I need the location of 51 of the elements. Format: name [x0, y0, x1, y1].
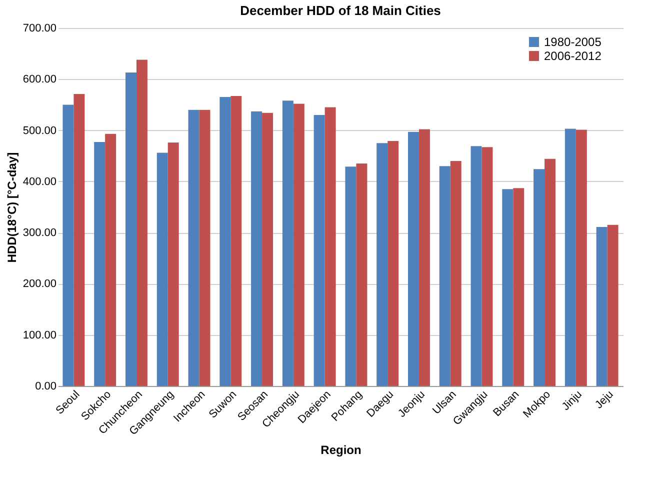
- bar: [450, 160, 462, 386]
- bar: [251, 111, 262, 386]
- bar: [408, 132, 419, 386]
- bar: [220, 97, 231, 386]
- bar: [74, 94, 85, 386]
- bar: [513, 188, 524, 386]
- bar: [564, 128, 576, 386]
- bar: [418, 129, 430, 386]
- x-tick-label: Jinju: [560, 388, 584, 413]
- bar: [607, 224, 618, 386]
- y-tick-label: 300.00: [22, 227, 56, 240]
- bar: [596, 226, 608, 386]
- bar: [168, 142, 179, 386]
- x-axis-title: Region: [320, 442, 362, 457]
- bar: [293, 104, 304, 386]
- chart-title: December HDD of 18 Main Cities: [240, 3, 441, 18]
- bar: [188, 110, 200, 386]
- bar: [94, 142, 106, 386]
- bar: [470, 146, 482, 386]
- bar: [262, 112, 274, 386]
- bar: [576, 130, 587, 386]
- y-tick-label: 200.00: [22, 278, 56, 290]
- bar: [230, 96, 242, 386]
- legend-label: 1980-2005: [544, 35, 602, 49]
- bar: [282, 100, 294, 386]
- y-tick-label: 700.00: [22, 22, 56, 34]
- x-tick-label: Jeju: [593, 388, 616, 412]
- y-tick-label: 0.00: [35, 380, 56, 392]
- bar: [502, 189, 514, 386]
- bar: [534, 169, 545, 386]
- bar: [482, 147, 493, 386]
- bar: [376, 143, 388, 386]
- bar: [324, 107, 336, 386]
- bar: [314, 114, 325, 386]
- bar: [199, 110, 210, 386]
- y-tick-label: 500.00: [22, 124, 56, 137]
- bar: [62, 104, 74, 386]
- legend-label: 2006-2012: [544, 49, 602, 63]
- bar: [388, 141, 399, 386]
- bar: [125, 72, 136, 386]
- bar: [105, 134, 116, 386]
- y-axis-title: HDD(18°C) [°C-day]: [4, 152, 19, 263]
- y-tick-label: 400.00: [22, 176, 56, 188]
- y-tick-label: 100.00: [22, 329, 56, 342]
- bar: [136, 60, 148, 386]
- bar: [356, 164, 368, 386]
- bar: [345, 166, 356, 386]
- bar: [544, 158, 556, 386]
- y-tick-label: 600.00: [22, 74, 56, 86]
- bar: [439, 166, 450, 386]
- bar: [156, 152, 168, 386]
